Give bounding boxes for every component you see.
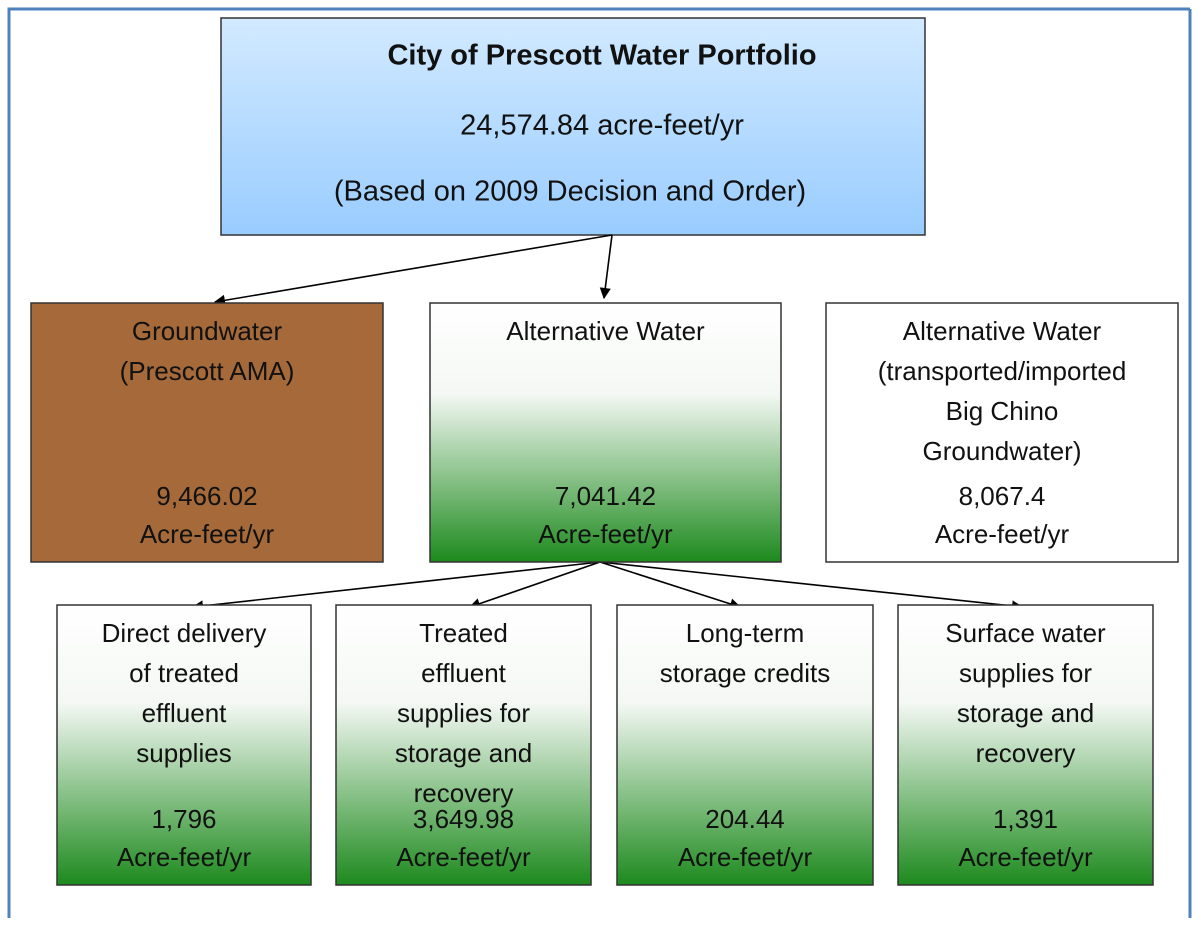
node-label: (Prescott AMA) xyxy=(120,356,295,386)
node-value: 3,649.98 xyxy=(413,804,514,834)
node-unit: Acre-feet/yr xyxy=(140,519,275,549)
node-label: recovery xyxy=(414,778,514,808)
node-box xyxy=(825,302,1179,563)
node-label: supplies for xyxy=(959,658,1092,688)
node-label: Surface water xyxy=(945,618,1106,648)
node-label: Alternative Water xyxy=(506,316,705,346)
node-unit: Acre-feet/yr xyxy=(117,842,252,872)
title: City of Prescott Water Portfolio xyxy=(387,40,816,72)
basis: (Based on 2009 Decision and Order) xyxy=(334,176,806,208)
node-label: storage credits xyxy=(660,658,831,688)
node-label: effluent xyxy=(142,698,228,728)
node-label: storage and xyxy=(395,738,532,768)
root-box xyxy=(220,17,926,236)
node-box xyxy=(897,604,1154,886)
node-box xyxy=(56,604,312,886)
node-label: Big Chino xyxy=(946,396,1059,426)
node-label: Groundwater) xyxy=(923,436,1082,466)
node-label: (transported/imported xyxy=(878,356,1127,386)
node-label: Groundwater xyxy=(132,316,283,346)
node-label: effluent xyxy=(421,658,507,688)
node-box xyxy=(429,302,782,563)
node-value: 7,041.42 xyxy=(555,481,656,511)
node-label: supplies xyxy=(136,738,231,768)
node-value: 1,796 xyxy=(151,804,216,834)
node-value: 9,466.02 xyxy=(156,481,257,511)
frame xyxy=(7,7,1190,918)
node-unit: Acre-feet/yr xyxy=(396,842,531,872)
node-value: 1,391 xyxy=(993,804,1058,834)
node-label: Alternative Water xyxy=(903,316,1102,346)
node-unit: Acre-feet/yr xyxy=(678,842,813,872)
node-box xyxy=(335,604,592,886)
node-label: recovery xyxy=(976,738,1076,768)
node-unit: Acre-feet/yr xyxy=(958,842,1093,872)
arrows xyxy=(191,234,1024,612)
node-unit: Acre-feet/yr xyxy=(935,519,1070,549)
node-label: supplies for xyxy=(397,698,530,728)
node-unit: Acre-feet/yr xyxy=(538,519,673,549)
node-label: Treated xyxy=(419,618,508,648)
total: 24,574.84 acre-feet/yr xyxy=(460,110,744,142)
node-label: of treated xyxy=(129,658,239,688)
node-value: 204.44 xyxy=(705,804,785,834)
node-box xyxy=(616,604,874,886)
node-label: Long-term xyxy=(686,618,805,648)
node-label: Direct delivery xyxy=(102,618,267,648)
node-label: storage and xyxy=(957,698,1094,728)
node-box xyxy=(30,302,384,563)
node-value: 8,067.4 xyxy=(959,481,1046,511)
